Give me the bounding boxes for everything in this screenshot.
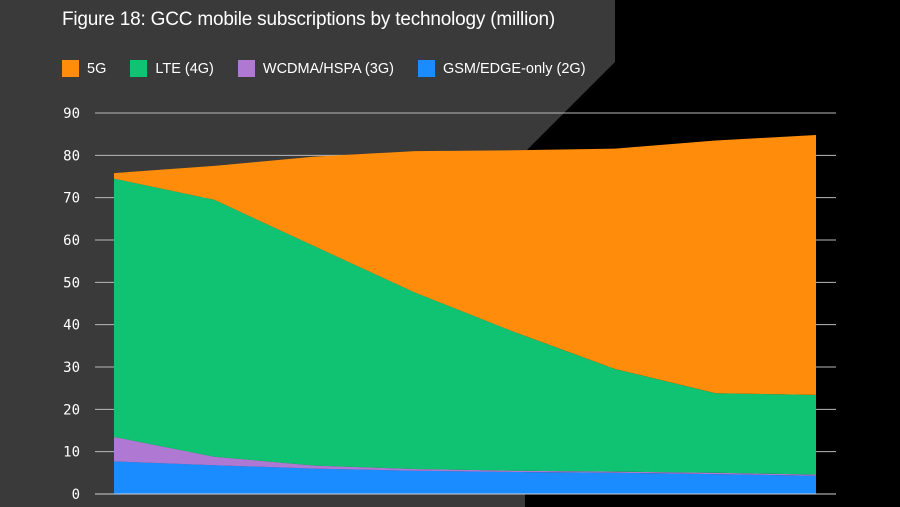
chart-legend: 5G LTE (4G) WCDMA/HSPA (3G) GSM/EDGE-only (… (62, 60, 610, 77)
y-tick-label: 60 (63, 233, 80, 249)
legend-swatch (237, 60, 255, 77)
y-tick-label: 10 (63, 445, 80, 461)
y-tick-label: 20 (63, 402, 80, 418)
y-tick-label: 30 (63, 360, 80, 376)
y-tick-label: 40 (63, 318, 80, 334)
legend-swatch (417, 60, 435, 77)
legend-item: GSM/EDGE-only (2G) (417, 60, 586, 77)
legend-label: LTE (4G) (155, 60, 214, 77)
legend-item: LTE (4G) (130, 60, 214, 77)
area-series (114, 178, 816, 475)
area-series (114, 436, 816, 476)
y-tick-label: 80 (63, 148, 80, 164)
y-tick-label: 50 (63, 275, 80, 291)
legend-label: GSM/EDGE-only (2G) (442, 60, 586, 77)
area-series (114, 135, 816, 395)
y-tick-label: 90 (63, 106, 80, 122)
legend-label: WCDMA/HSPA (3G) (262, 60, 394, 77)
area-series (114, 461, 816, 494)
chart-title: Figure 18: GCC mobile subscriptions by t… (62, 9, 555, 30)
legend-item: 5G (62, 60, 106, 77)
y-tick-label: 70 (63, 191, 80, 207)
legend-swatch (62, 60, 79, 77)
y-tick-label: 0 (72, 487, 80, 503)
legend-item: WCDMA/HSPA (3G) (237, 60, 394, 77)
legend-swatch (130, 60, 148, 77)
legend-label: 5G (87, 60, 107, 77)
